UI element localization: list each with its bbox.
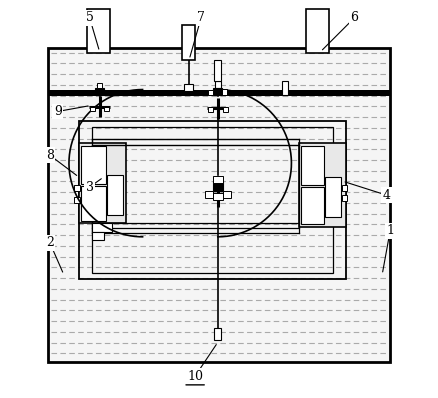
Bar <box>97 83 102 88</box>
Bar <box>92 223 112 232</box>
Bar <box>48 48 390 362</box>
Text: 5: 5 <box>86 12 94 24</box>
Bar <box>74 185 80 191</box>
Text: 7: 7 <box>197 12 205 24</box>
Bar <box>212 193 223 200</box>
Bar <box>214 328 221 340</box>
Bar <box>92 127 333 273</box>
Text: 2: 2 <box>46 236 54 249</box>
Text: 6: 6 <box>350 12 358 24</box>
Bar <box>301 146 324 185</box>
Bar <box>92 232 104 240</box>
Bar <box>48 90 390 96</box>
Text: 8: 8 <box>46 149 54 162</box>
Bar <box>208 90 212 95</box>
Bar <box>205 191 212 198</box>
Bar <box>213 88 222 95</box>
Bar <box>212 176 223 183</box>
Bar <box>342 185 347 191</box>
Bar <box>81 146 106 184</box>
Bar <box>74 197 80 203</box>
Bar <box>223 191 230 198</box>
Text: 1: 1 <box>386 224 394 237</box>
Bar <box>79 121 346 279</box>
Bar <box>222 89 227 95</box>
Bar <box>342 195 347 201</box>
Bar <box>95 88 104 95</box>
Bar <box>325 177 341 217</box>
Bar <box>223 107 228 112</box>
Bar <box>306 9 329 53</box>
Text: 4: 4 <box>382 189 390 201</box>
Text: 9: 9 <box>54 105 62 118</box>
Text: 3: 3 <box>86 181 94 193</box>
Bar <box>301 187 324 224</box>
Bar <box>184 84 193 91</box>
Bar <box>104 107 109 111</box>
Bar <box>81 186 106 221</box>
Bar <box>212 181 223 191</box>
Bar <box>214 60 221 81</box>
Bar <box>215 81 221 88</box>
Bar <box>90 107 95 111</box>
Text: 10: 10 <box>187 370 203 382</box>
Bar <box>208 107 212 112</box>
Bar <box>299 143 346 227</box>
Bar <box>182 25 195 60</box>
Bar <box>79 143 126 223</box>
Bar <box>107 175 124 215</box>
Bar <box>87 9 110 53</box>
Bar <box>282 81 288 95</box>
